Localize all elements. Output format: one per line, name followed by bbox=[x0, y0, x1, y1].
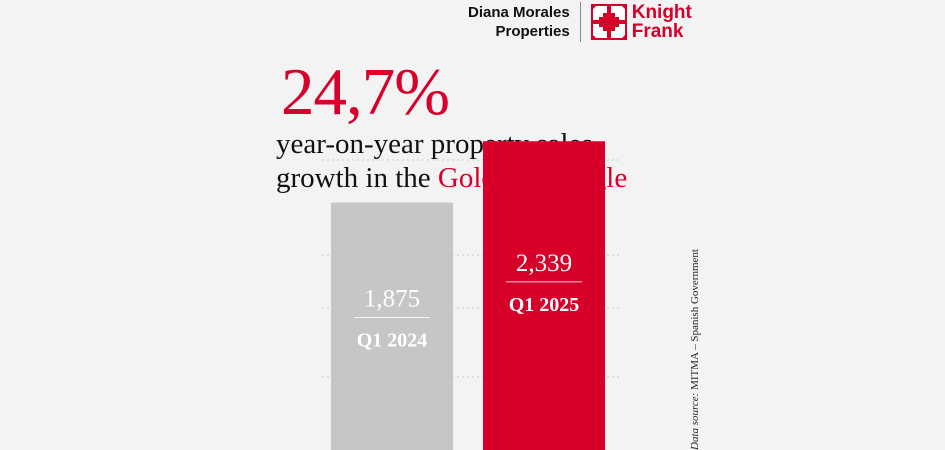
knight-frank-logo: Knight Frank bbox=[590, 3, 692, 41]
bar-category-label: Q1 2025 bbox=[509, 294, 580, 316]
partner-name-line1: Diana Morales bbox=[468, 4, 570, 21]
logo-line2: Frank bbox=[631, 21, 684, 42]
chart-bars: 1,875 Q1 2024 2,339 Q1 2025 bbox=[331, 141, 605, 450]
bar-q1-2025 bbox=[483, 141, 605, 450]
bar-value-label: 2,339 bbox=[516, 250, 572, 277]
bar-value-label: 1,875 bbox=[364, 285, 420, 312]
data-source-text: MITMA – Spanish Government bbox=[689, 249, 701, 390]
partner-name: Diana Morales Properties bbox=[468, 3, 570, 41]
brand-header: Diana Morales Properties Knight Frank bbox=[468, 0, 692, 44]
data-source-note: Data source: MITMA – Spanish Government bbox=[689, 245, 701, 450]
knight-frank-wordmark: Knight Frank bbox=[632, 3, 692, 41]
bar-category-label: Q1 2024 bbox=[357, 329, 428, 351]
bar-q1-2024 bbox=[331, 202, 453, 450]
brand-divider bbox=[579, 2, 581, 42]
logo-line1: Knight bbox=[631, 2, 692, 23]
data-source-label: Data source: bbox=[689, 392, 701, 450]
headline-line2-prefix: growth in the bbox=[276, 162, 431, 194]
knight-frank-logo-icon bbox=[590, 4, 627, 40]
headline-percentage: 24,7% bbox=[281, 55, 450, 129]
partner-name-line2: Properties bbox=[495, 23, 570, 40]
